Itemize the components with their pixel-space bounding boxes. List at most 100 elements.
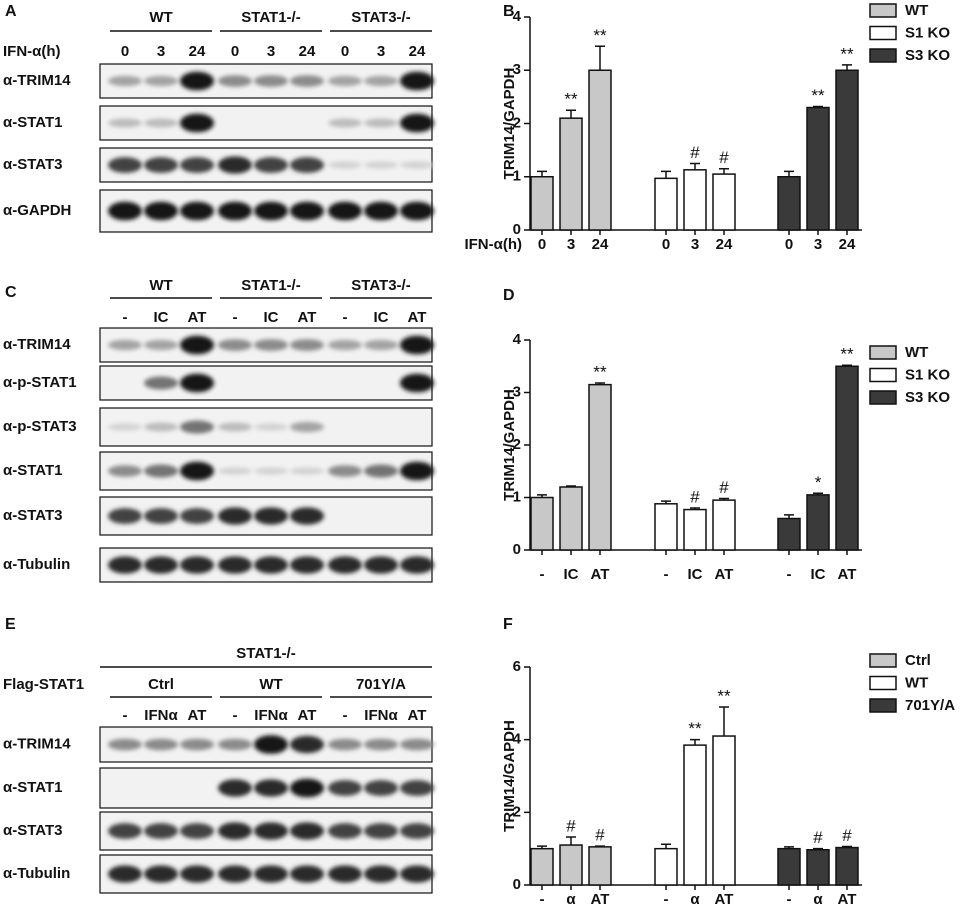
lane-label: 24 [189, 43, 206, 60]
band [400, 113, 434, 133]
bar [683, 169, 707, 231]
band [254, 423, 288, 431]
band [108, 465, 142, 477]
band [254, 556, 288, 574]
bar [835, 365, 859, 551]
band [400, 335, 434, 355]
lane-label: IC [154, 309, 169, 326]
lane-label: 0 [121, 43, 129, 60]
legend-swatch [869, 698, 897, 713]
x-tick-label: AT [715, 566, 734, 583]
band [180, 113, 214, 133]
lane-label: AT [408, 707, 427, 724]
band [180, 556, 214, 574]
legend-swatch [869, 345, 897, 360]
band [218, 822, 252, 840]
antibody-label: α-TRIM14 [3, 735, 71, 752]
band [218, 738, 252, 751]
error-bar [566, 109, 576, 119]
antibody-label: α-STAT1 [3, 114, 63, 131]
x-tick-label: AT [591, 566, 610, 583]
x-tick-label: IC [688, 566, 703, 583]
band [254, 201, 288, 221]
lane-label: 3 [267, 43, 275, 60]
x-tick-label: α [813, 891, 823, 908]
blot-header: IFN-α(h) [3, 43, 61, 60]
x-axis-label: IFN-α(h) [464, 236, 522, 253]
band [400, 161, 434, 169]
band [108, 508, 142, 524]
legend-label: S1 KO [905, 24, 950, 41]
error-bar [842, 64, 852, 71]
band [108, 738, 142, 751]
blot-title: STAT1-/- [236, 645, 295, 662]
band [108, 75, 142, 87]
error-bar [690, 162, 700, 170]
band [400, 461, 434, 481]
significance: ** [717, 686, 731, 705]
x-tick-label: - [664, 566, 669, 583]
lane-label: 3 [377, 43, 385, 60]
band [328, 823, 362, 839]
x-tick-label: AT [715, 891, 734, 908]
lane-label: IFNα [254, 707, 288, 724]
group-label: STAT1-/- [241, 9, 300, 26]
group-label: 701Y/A [356, 676, 406, 693]
band [144, 118, 178, 128]
x-tick-label: 0 [785, 236, 793, 253]
significance: ** [593, 363, 607, 382]
group-label: WT [259, 676, 282, 693]
lane-label: IC [374, 309, 389, 326]
band [328, 465, 362, 477]
lane-label: IFNα [364, 707, 398, 724]
band [144, 865, 178, 883]
band [180, 508, 214, 524]
error-bar [719, 168, 729, 175]
band [108, 201, 142, 221]
band [328, 865, 362, 883]
antibody-label: α-GAPDH [3, 202, 71, 219]
significance: # [566, 817, 576, 836]
legend-label: 701Y/A [905, 697, 955, 714]
y-tick-label: 4 [513, 8, 522, 25]
x-tick-label: - [664, 891, 669, 908]
x-tick-label: 24 [592, 236, 609, 253]
bar [654, 847, 678, 886]
band [144, 422, 178, 432]
band [218, 201, 252, 221]
bar [806, 494, 830, 551]
band [180, 335, 214, 355]
band [364, 823, 398, 839]
lane-label: 0 [341, 43, 349, 60]
lane-label: IFNα [144, 707, 178, 724]
band [108, 339, 142, 351]
band [180, 71, 214, 91]
y-tick-label: 4 [513, 331, 522, 348]
bar [559, 117, 583, 231]
lane-label: AT [408, 309, 427, 326]
antibody-label: α-STAT3 [3, 822, 63, 839]
band [254, 735, 288, 754]
y-axis-label: TRIM14/GAPDH [501, 68, 518, 180]
legend-label: S3 KO [905, 389, 950, 406]
band [180, 157, 214, 173]
x-tick-label: 0 [538, 236, 546, 253]
x-tick-label: 24 [839, 236, 856, 253]
error-bar [566, 836, 576, 846]
error-bar [690, 738, 700, 746]
error-bar [595, 45, 605, 71]
y-tick-label: 3 [513, 61, 521, 78]
band [400, 738, 434, 751]
band [364, 865, 398, 883]
antibody-label: α-Tubulin [3, 865, 70, 882]
x-tick-label: - [787, 891, 792, 908]
lane-label: AT [188, 707, 207, 724]
band [144, 738, 178, 751]
band [328, 201, 362, 221]
band [364, 738, 398, 751]
band [364, 75, 398, 87]
panel-letter: C [5, 284, 17, 301]
lane-label: AT [188, 309, 207, 326]
significance: ** [688, 719, 702, 738]
significance: # [719, 148, 729, 167]
